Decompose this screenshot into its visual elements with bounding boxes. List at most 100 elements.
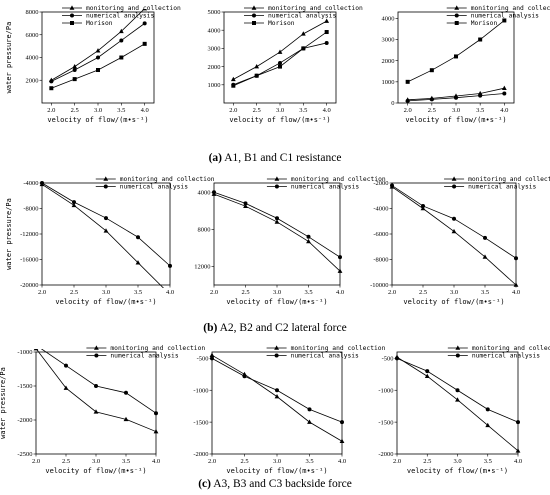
panel-b2-ytick-label-1: 8000 [198,227,211,234]
panel-c1-legend-label-monitoring-and-collection: monitoring and collection [471,5,550,12]
panel-c3-ytick-label-3: -2000 [378,451,393,458]
panel-a1-numerical-analysis-point-3 [119,38,124,43]
panel-c2-numerical-analysis-point-3 [483,235,487,240]
panel-b1-morison-point-2 [278,64,282,69]
panel-a2-xtick-label-0: 2.0 [38,289,46,296]
panel-c3-monitoring-and-collection-point-1 [424,373,430,379]
panel-b1-legend-label-morison: Morison [268,20,295,27]
panel-a3-legend-marker-monitoring-and-collection [94,345,99,350]
panel-a3-series-group [33,343,159,434]
panel-a1-legend-marker-morison [70,21,74,25]
panel-c3-monitoring-and-collection-point-2 [455,397,460,402]
panel-a2-legend-label-numerical-analysis: numerical analysis [120,184,188,191]
panel-b1-monitoring-and-collection-point-0 [230,76,236,82]
panel-a1-ylabel: water pressure/Pa [5,22,13,94]
panel-c2-legend-label-monitoring-and-collection: monitoring and collection [468,176,550,183]
panel-a1-legend-label-morison: Morison [86,20,113,27]
panel-a1-morison-point-1 [72,77,77,82]
panel-a3-xtick-label-2: 3.0 [92,458,100,465]
panel-a2-legend-marker-monitoring-and-collection [103,176,109,181]
panel-b1-monitoring-and-collection-point-4 [324,18,330,23]
panel-a1: 2.0 2.5 3.0 3.5 4.0 2000 4000 6000 8000 velocity … [5,5,181,124]
caption-a-letter: (a) [208,152,222,164]
panel-c3-legend-marker-monitoring-and-collection [455,345,461,350]
panel-b2-monitoring-and-collection-point-2 [274,219,280,224]
panel-a2-monitoring-and-collection-line [41,183,164,288]
panel-b1-numerical-analysis-point-4 [324,40,329,45]
panel-b3-numerical-analysis-point-1 [242,374,247,379]
panel-b3-legend-marker-monitoring-and-collection [274,345,279,350]
panel-c2-legend-marker-monitoring-and-collection [451,176,457,181]
panel-a3-monitoring-and-collection-line [35,349,157,432]
panel-b3-legend-marker-numerical-analysis [274,353,279,358]
panel-b3-xtick-label-3: 3.5 [305,458,313,465]
panel-a1-morison-point-4 [142,41,147,46]
panel-a1-legend-marker-monitoring-and-collection [69,5,75,10]
panel-a1-monitoring-and-collection-point-4 [142,9,148,11]
panel-a1-numerical-analysis-point-4 [142,21,147,26]
panel-c2-frame [391,182,517,286]
panel-c3-numerical-analysis-point-3 [485,407,490,412]
panel-b3-xtick-label-2: 3.0 [273,458,281,465]
panel-c2-numerical-analysis-point-2 [452,216,456,221]
panel-c2-xtick-label-1: 2.5 [419,289,427,296]
panel-a1-ytick-label-3: 8000 [26,9,39,16]
panel-a1-monitoring-and-collection-point-3 [118,28,124,34]
panel-c3-legend-marker-numerical-analysis [455,353,460,358]
panel-a3-monitoring-and-collection-point-2 [93,409,99,414]
panel-c1-ytick-label-3: 3000 [382,37,395,44]
panel-a2-numerical-analysis-point-0 [40,181,44,185]
panel-b1-ytick-label-1: 2000 [208,64,221,71]
panel-b1-morison-point-0 [231,83,236,88]
panel-b1-ytick-label-2: 3000 [208,46,221,53]
panel-a3-ytick-label-3: -2500 [17,451,32,458]
caption-b: (b) A2, B2 and C2 lateral force [0,322,550,334]
panel-c2-xtick-label-3: 3.5 [481,289,489,296]
caption-b-letter: (b) [203,322,218,334]
panel-b1: 2.0 2.5 3.0 3.5 4.0 1000 2000 3000 4000 5000 veloc… [208,5,363,124]
panel-b1-xtick-label-3: 3.5 [299,107,307,114]
panel-a3: 2.0 2.5 3.0 3.5 4.0 -1000 -1500 -2000 -2500 veloc… [0,343,205,475]
panel-a3-numerical-analysis-point-0 [34,343,38,347]
panel-b1-morison-point-1 [254,73,259,78]
panel-a1-monitoring-and-collection-point-2 [95,48,101,53]
panel-c3-ytick-label-1: -1000 [378,387,393,394]
panel-b3-ytick-label-3: -2000 [193,451,208,458]
panel-c1-ytick-label-4: 4000 [382,16,395,23]
panel-a3-ytick-label-0: -1000 [17,349,32,356]
panel-a2-xlabel: velocity of flow/(m•s⁻¹) [55,298,156,306]
panel-c2-ytick-label-0: -2000 [373,180,388,187]
panel-b2-frame [213,182,341,286]
panel-b1-series-group [230,18,330,88]
panel-a3-monitoring-and-collection-point-0 [33,349,39,351]
panel-b1-ytick-label-3: 4000 [208,27,221,34]
panel-c1-numerical-analysis-point-2 [454,95,458,100]
panel-b3-xlabel: velocity of flow/(m•s⁻¹) [226,467,327,475]
panel-c3-legend-label-numerical-analysis: numerical analysis [472,353,540,360]
panel-a2-xtick-label-2: 3.0 [102,289,110,296]
panel-b3-numerical-analysis-point-3 [307,407,312,412]
panel-b2-legend-marker-monitoring-and-collection [274,176,280,181]
panel-c3-xtick-label-4: 4.0 [514,458,522,465]
panel-a2-ytick-label-1: -8000 [23,206,38,213]
panel-c1-xtick-label-1: 2.5 [428,107,436,114]
panel-b3-ytick-label-0: -500 [197,356,209,363]
panel-a2-numerical-analysis-point-3 [136,235,140,240]
panel-b3-ytick-label-1: -1000 [193,387,208,394]
panel-a2-monitoring-and-collection-point-3 [135,260,141,265]
panel-c2: 2.0 2.5 3.0 3.5 4.0 -2000 -4000 -6000 -8000 -1000… [370,176,550,306]
panel-b1-numerical-analysis-point-2 [278,60,282,65]
panel-b3-series-group [209,352,345,444]
panel-c1-numerical-analysis-point-3 [478,93,483,98]
panel-a2-monitoring-and-collection-point-2 [103,228,109,233]
panel-b3-numerical-analysis-point-2 [275,388,279,393]
panel-b3-monitoring-and-collection-point-3 [307,419,312,424]
panel-c2-monitoring-and-collection-point-4 [513,282,519,287]
panel-c3-numerical-analysis-point-0 [395,356,399,361]
panel-c1-ytick-label-1: 1000 [382,79,395,86]
panel-b2-ytick-label-0: 4000 [198,189,211,196]
panel-b2-monitoring-and-collection-line [213,193,341,272]
panel-b1-legend-marker-numerical-analysis [252,13,256,18]
panel-b2-numerical-analysis-point-2 [275,216,279,221]
